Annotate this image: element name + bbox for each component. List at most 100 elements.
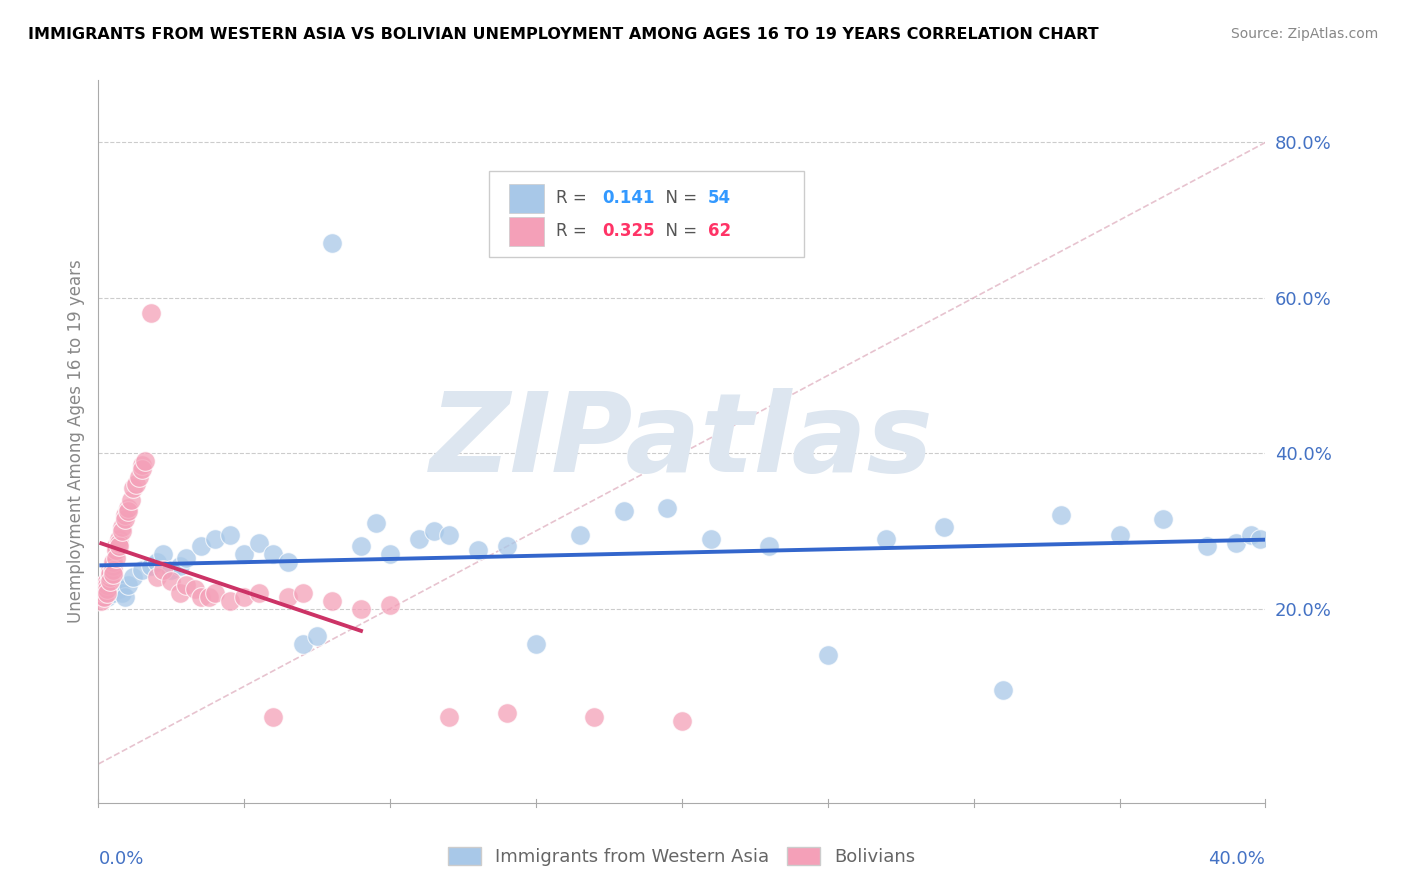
- Point: [117, 500, 139, 515]
- Point: [152, 547, 174, 561]
- Point: [758, 540, 780, 554]
- Point: [96, 590, 118, 604]
- Point: [104, 574, 127, 589]
- Point: [169, 586, 191, 600]
- Point: [657, 500, 679, 515]
- Point: [169, 558, 191, 573]
- Point: [134, 454, 156, 468]
- Point: [90, 586, 112, 600]
- Point: [991, 683, 1014, 698]
- Point: [583, 710, 606, 724]
- Point: [291, 586, 314, 600]
- Point: [204, 586, 226, 600]
- Point: [307, 629, 329, 643]
- Point: [817, 648, 839, 663]
- Point: [183, 582, 205, 596]
- Point: [108, 582, 131, 596]
- Point: [174, 551, 197, 566]
- Point: [117, 504, 139, 518]
- Point: [131, 563, 153, 577]
- Point: [114, 512, 136, 526]
- Point: [108, 532, 131, 546]
- Point: [122, 570, 145, 584]
- Point: [93, 582, 115, 596]
- Point: [120, 492, 142, 507]
- Text: Source: ZipAtlas.com: Source: ZipAtlas.com: [1230, 27, 1378, 41]
- Point: [262, 710, 284, 724]
- Point: [139, 306, 162, 320]
- Point: [262, 547, 284, 561]
- Point: [152, 563, 174, 577]
- Point: [96, 574, 118, 589]
- Text: 0.325: 0.325: [603, 222, 655, 241]
- Point: [114, 590, 136, 604]
- Text: 54: 54: [707, 189, 731, 207]
- Point: [496, 540, 519, 554]
- Text: 40.0%: 40.0%: [1209, 850, 1265, 868]
- Point: [101, 555, 124, 569]
- Point: [108, 535, 131, 549]
- Text: N =: N =: [655, 222, 703, 241]
- Point: [90, 594, 112, 608]
- Point: [101, 563, 124, 577]
- Point: [321, 236, 343, 251]
- Text: R =: R =: [555, 189, 592, 207]
- Point: [437, 528, 460, 542]
- Point: [146, 570, 169, 584]
- Point: [247, 586, 270, 600]
- Point: [204, 532, 226, 546]
- Point: [101, 558, 124, 573]
- Point: [93, 582, 115, 596]
- Point: [291, 636, 314, 650]
- Point: [125, 477, 148, 491]
- Point: [1195, 540, 1218, 554]
- Point: [139, 558, 162, 573]
- Point: [1249, 532, 1271, 546]
- Point: [350, 601, 373, 615]
- Point: [96, 578, 118, 592]
- Point: [350, 540, 373, 554]
- Text: N =: N =: [655, 189, 703, 207]
- Text: 0.141: 0.141: [603, 189, 655, 207]
- Y-axis label: Unemployment Among Ages 16 to 19 years: Unemployment Among Ages 16 to 19 years: [66, 260, 84, 624]
- Point: [233, 590, 256, 604]
- Point: [380, 598, 402, 612]
- Point: [321, 594, 343, 608]
- Point: [1108, 528, 1130, 542]
- Text: ZIPatlas: ZIPatlas: [430, 388, 934, 495]
- Point: [98, 570, 121, 584]
- Point: [247, 535, 270, 549]
- Point: [104, 543, 127, 558]
- Point: [380, 547, 402, 561]
- Point: [131, 458, 153, 472]
- Point: [98, 566, 121, 581]
- Point: [1225, 535, 1247, 549]
- Point: [96, 582, 118, 596]
- Point: [108, 540, 131, 554]
- Point: [1050, 508, 1073, 523]
- Point: [122, 481, 145, 495]
- Point: [568, 528, 591, 542]
- Point: [277, 555, 299, 569]
- Point: [934, 520, 956, 534]
- Point: [114, 508, 136, 523]
- Point: [90, 590, 112, 604]
- Point: [1152, 512, 1174, 526]
- Point: [364, 516, 387, 530]
- Point: [174, 578, 197, 592]
- Point: [101, 566, 124, 581]
- Point: [408, 532, 430, 546]
- Point: [98, 563, 121, 577]
- Point: [98, 574, 121, 589]
- FancyBboxPatch shape: [489, 170, 804, 257]
- Point: [93, 578, 115, 592]
- Point: [437, 710, 460, 724]
- Point: [96, 586, 118, 600]
- Point: [198, 590, 221, 604]
- Point: [524, 636, 547, 650]
- Point: [1240, 528, 1263, 542]
- Text: 62: 62: [707, 222, 731, 241]
- Bar: [509, 184, 544, 212]
- Text: 0.0%: 0.0%: [98, 850, 143, 868]
- Point: [111, 586, 134, 600]
